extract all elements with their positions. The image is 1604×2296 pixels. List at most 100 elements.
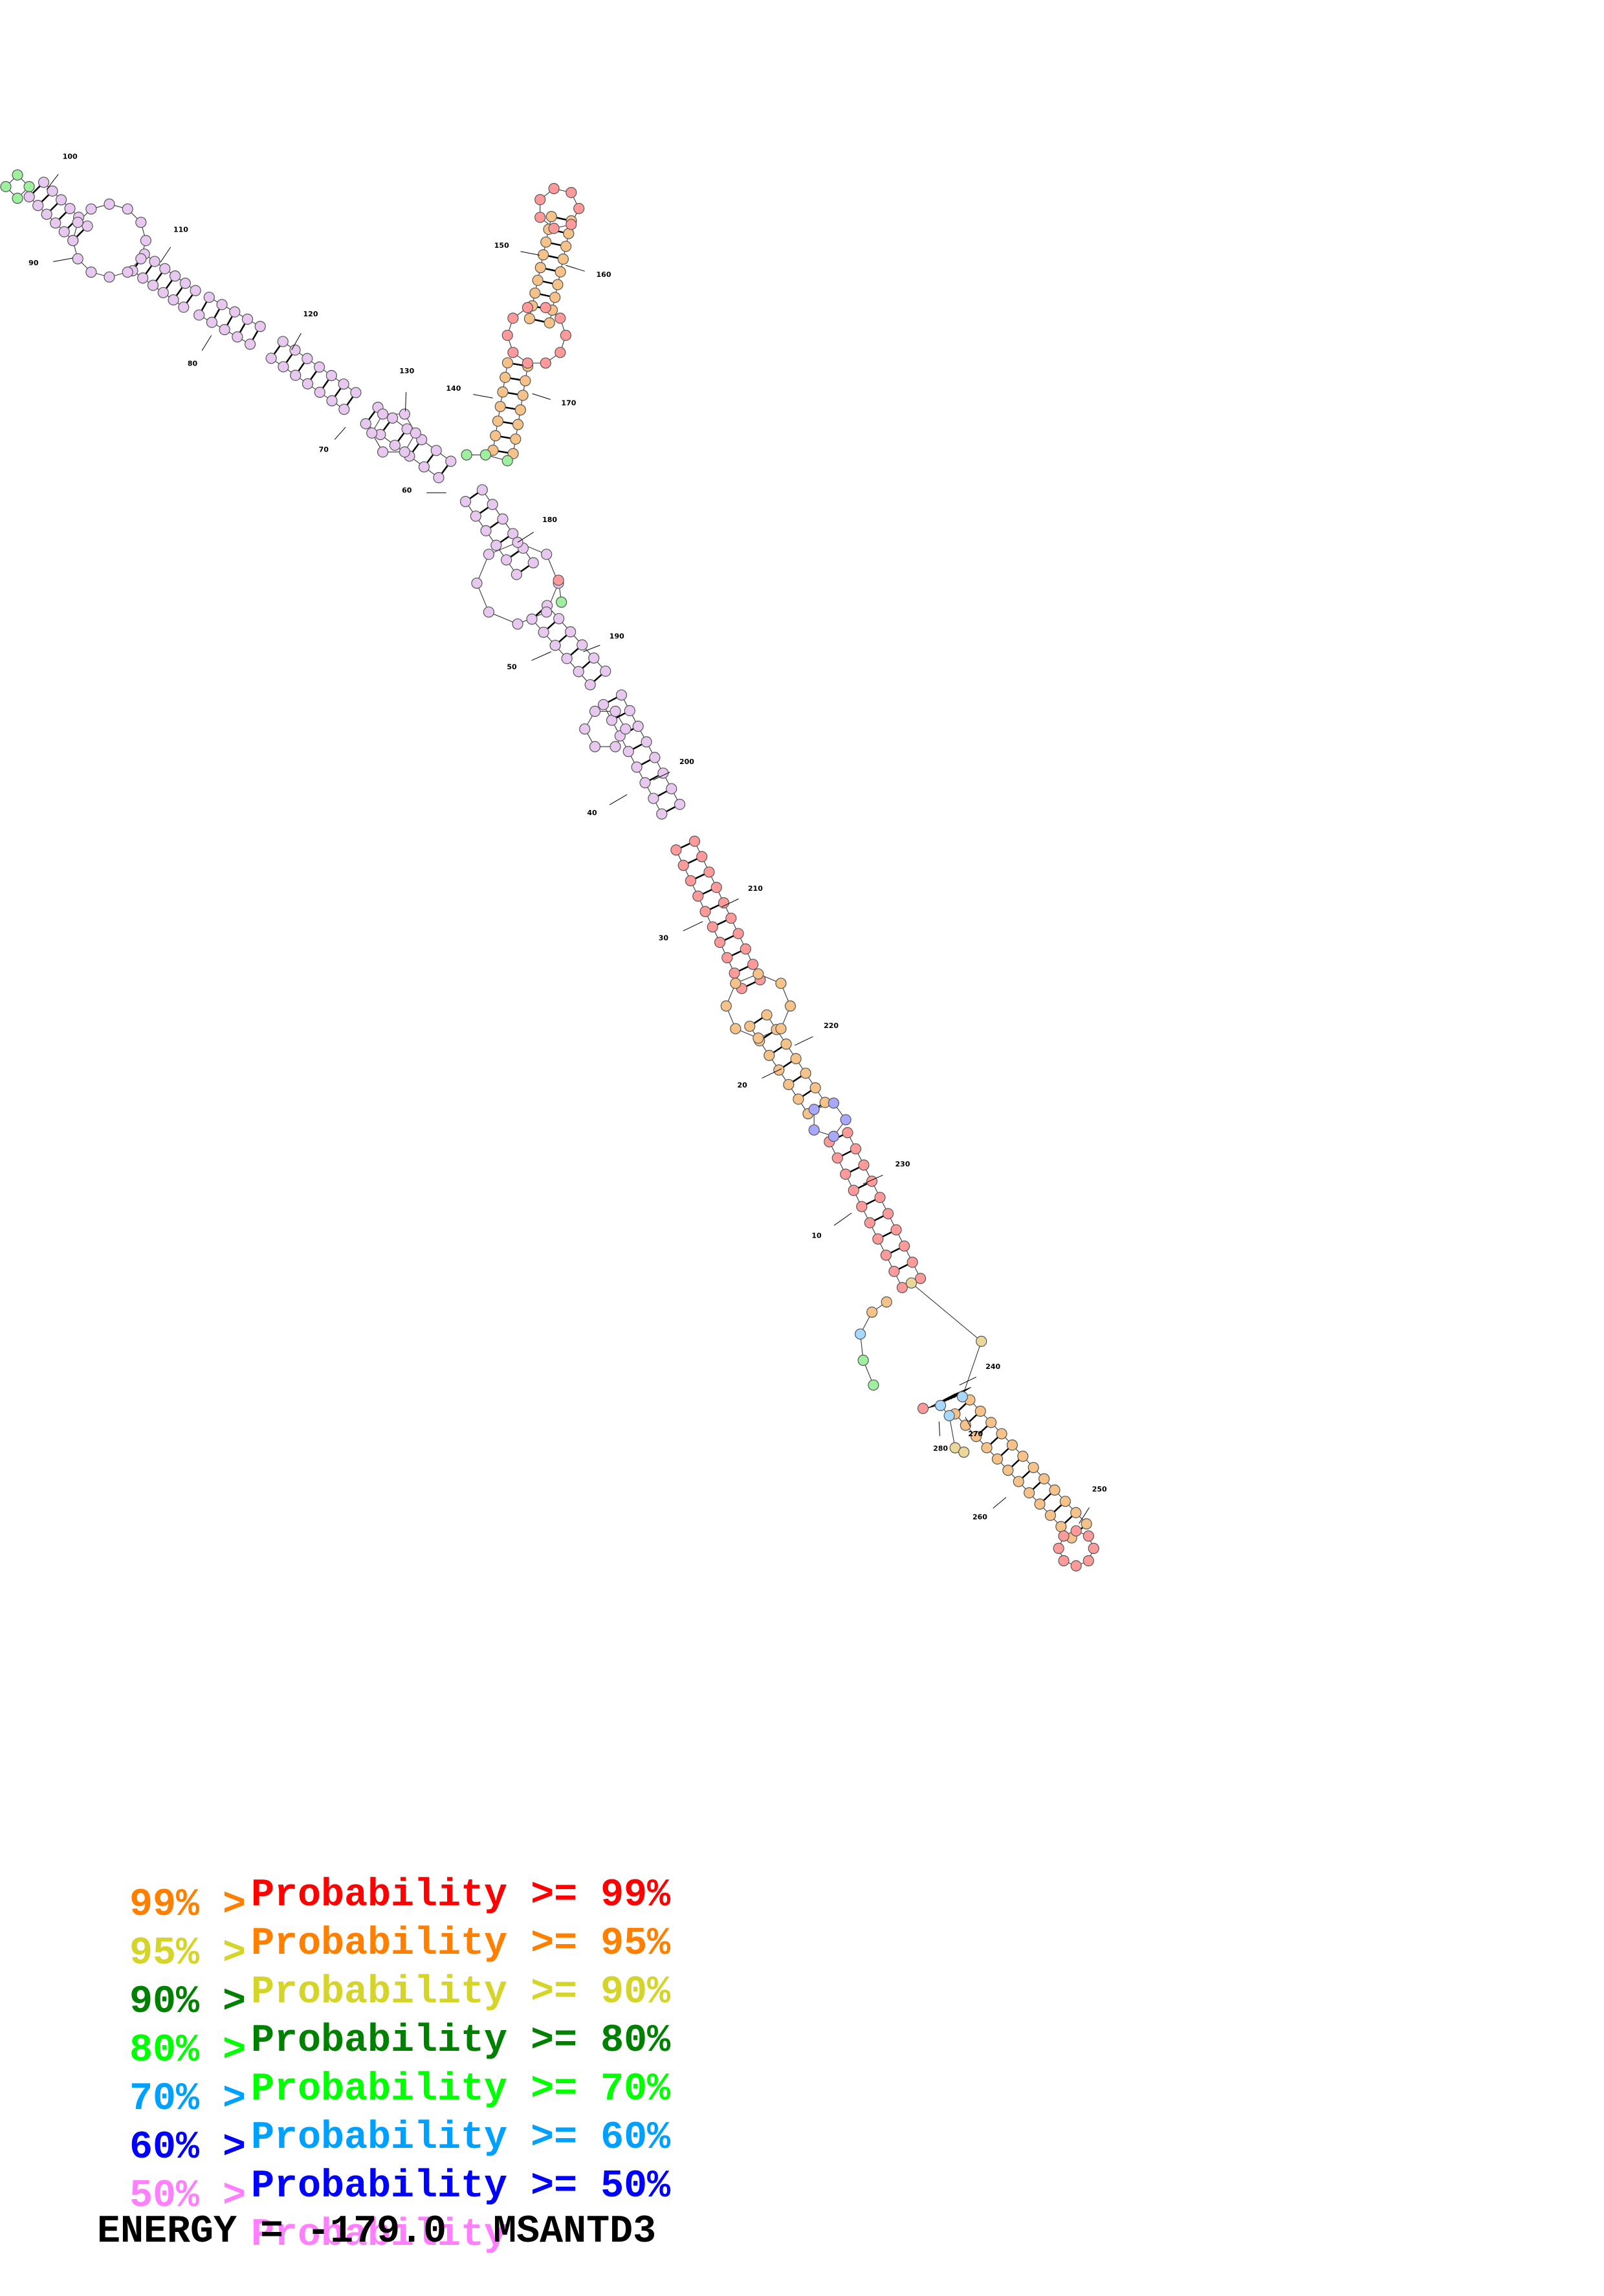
- nucleotide: [229, 306, 241, 318]
- legend-row: 80% > Probability >= 70%: [0, 1993, 670, 2148]
- tick-line: [653, 771, 670, 781]
- nucleotide: [522, 301, 534, 314]
- position-label: 120: [303, 310, 318, 318]
- nucleotide: [1082, 1555, 1094, 1567]
- nucleotide: [692, 890, 704, 902]
- position-label: 60: [402, 487, 412, 495]
- nucleotide: [479, 449, 492, 461]
- nucleotide: [732, 928, 744, 939]
- nucleotide: [753, 968, 764, 980]
- nucleotide: [540, 301, 551, 314]
- position-label: 180: [542, 516, 557, 524]
- nucleotide: [149, 256, 160, 267]
- nucleotide: [135, 217, 147, 228]
- nucleotide: [386, 412, 399, 424]
- nucleotide: [589, 741, 601, 752]
- position-label: 140: [446, 384, 461, 393]
- nucleotide: [314, 386, 325, 398]
- position-label: 10: [811, 1231, 822, 1240]
- legend-row: 90% > Probability >= 80%: [0, 1944, 670, 2099]
- nucleotide: [122, 267, 133, 278]
- nucleotide: [476, 484, 488, 496]
- nucleotide: [313, 361, 325, 373]
- nucleotide: [500, 371, 511, 383]
- nucleotide: [193, 309, 205, 321]
- nucleotide: [507, 347, 519, 358]
- tick-line: [993, 1497, 1007, 1509]
- nucleotide: [888, 1265, 900, 1277]
- tick-line: [473, 394, 493, 399]
- nucleotide: [529, 287, 541, 299]
- nucleotide: [753, 1032, 764, 1044]
- nucleotide: [1034, 1498, 1046, 1510]
- nucleotide: [858, 1159, 870, 1171]
- nucleotide: [864, 1217, 875, 1229]
- nucleotide: [338, 404, 350, 415]
- base-pairs: [28, 181, 1088, 1539]
- nucleotide: [12, 169, 23, 181]
- nucleotide: [840, 1114, 851, 1126]
- tick-line: [683, 921, 703, 932]
- position-label: 150: [494, 241, 509, 250]
- backbone-strand: [829, 1141, 903, 1288]
- backbone-strand: [694, 841, 761, 980]
- nucleotide: [203, 291, 215, 303]
- nucleotide: [943, 1410, 955, 1421]
- nucleotide: [866, 1306, 878, 1318]
- nucleotide: [976, 1335, 987, 1347]
- nucleotide: [906, 1256, 918, 1268]
- nucleotide: [915, 1273, 927, 1284]
- nucleotide: [147, 279, 159, 291]
- nucleotide: [573, 202, 585, 214]
- nucleotide: [566, 219, 577, 230]
- nucleotide: [67, 235, 79, 246]
- legend-text: Probability >= 90%: [251, 1971, 671, 2015]
- nucleotide: [729, 967, 740, 979]
- position-label: 210: [748, 884, 763, 893]
- nucleotide: [688, 835, 701, 847]
- nucleotide: [302, 378, 314, 389]
- position-label: 230: [895, 1160, 910, 1168]
- sequence-name: MSANTD3: [493, 2210, 657, 2254]
- legend-prefix: 60% >: [129, 2126, 246, 2170]
- nucleotide: [532, 274, 544, 286]
- nucleotide: [326, 395, 338, 407]
- nucleotide: [254, 321, 266, 333]
- nucleotide: [949, 1442, 961, 1454]
- nucleotide: [1055, 1521, 1067, 1533]
- nucleotide: [541, 606, 553, 618]
- nucleotide: [64, 202, 76, 214]
- nucleotide: [991, 1453, 1004, 1465]
- nucleotide: [50, 217, 61, 229]
- nucleotide: [666, 783, 677, 794]
- nucleotide: [696, 851, 708, 862]
- nucleotide: [632, 721, 644, 732]
- nucleotide: [1082, 1530, 1094, 1542]
- nucleotide: [579, 723, 591, 735]
- nucleotide: [549, 292, 561, 303]
- position-label: 280: [933, 1444, 948, 1452]
- tick-line: [334, 426, 346, 440]
- position-label: 40: [587, 809, 597, 817]
- nucleotide: [556, 596, 567, 608]
- position-label: 160: [597, 270, 611, 279]
- nucleotide: [842, 1127, 853, 1139]
- tick-line: [46, 174, 59, 190]
- nucleotide: [549, 639, 561, 651]
- nucleotide: [104, 198, 115, 210]
- nucleotide: [1002, 1465, 1014, 1476]
- nucleotide: [523, 312, 536, 325]
- nucleotide: [800, 1067, 811, 1079]
- legend-text: Probability >= 80%: [251, 2019, 671, 2063]
- nucleotide: [721, 952, 733, 963]
- nucleotide: [610, 705, 621, 717]
- nucleotide: [560, 329, 572, 341]
- nucleotide: [501, 357, 514, 369]
- nucleotide: [880, 1249, 892, 1261]
- nucleotide: [793, 1093, 804, 1105]
- tick-line: [862, 1174, 883, 1185]
- nucleotide: [366, 427, 378, 439]
- nucleotide: [168, 294, 179, 306]
- nucleotide: [517, 389, 529, 401]
- nucleotide: [622, 746, 634, 758]
